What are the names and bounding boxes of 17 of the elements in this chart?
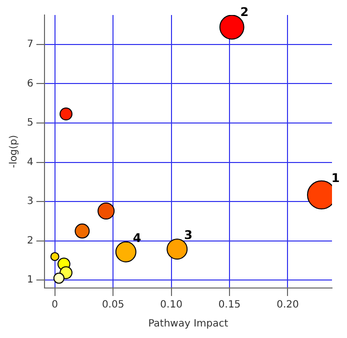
x-tick-label: 0 (52, 300, 58, 311)
x-axis-title: Pathway Impact (148, 318, 228, 330)
annotation: 2 (240, 4, 249, 19)
y-axis-title: -log(p) (8, 134, 20, 168)
y-tick-label: 5 (26, 118, 34, 129)
x-tick-label: 0.05 (102, 300, 124, 311)
annotation: 3 (184, 228, 192, 242)
x-tick-label: 0.10 (160, 300, 182, 311)
y-tick-label: 4 (26, 156, 34, 168)
x-tick-label: 0.15 (218, 300, 241, 311)
y-tick-label: 2 (26, 235, 34, 246)
x-tick-label: 0.20 (276, 300, 299, 311)
annotation: 1 (331, 171, 340, 186)
y-tick-label: 7 (26, 39, 34, 50)
y-tick-label: 3 (26, 196, 34, 208)
y-tick-label: 1 (26, 274, 34, 286)
y-tick-label: 6 (26, 78, 34, 90)
